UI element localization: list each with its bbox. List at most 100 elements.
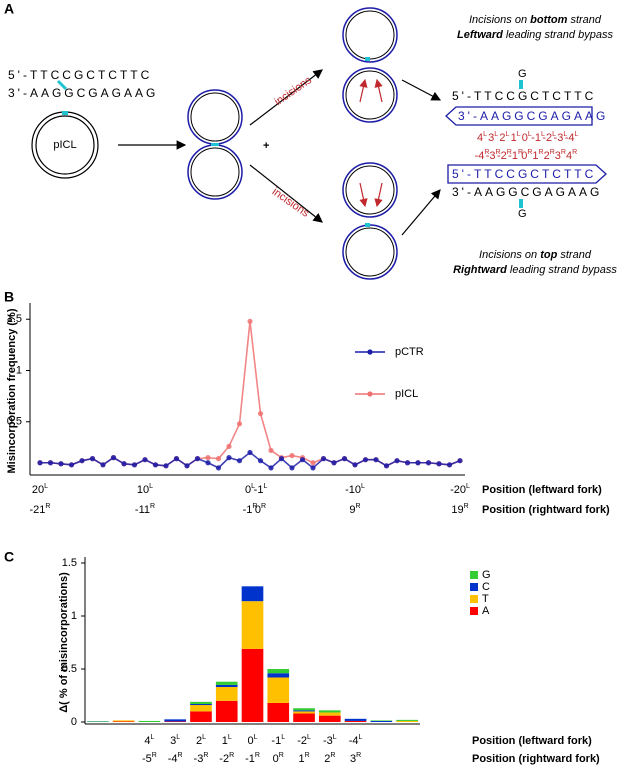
bar-segment	[215, 687, 238, 701]
y-tick-label: 1	[71, 610, 77, 622]
position-label: 2L	[499, 131, 509, 144]
position-label: 1L	[511, 131, 521, 144]
x-tick-label: 20L	[32, 483, 48, 496]
bar-segment	[190, 701, 212, 704]
diagram: 5'-TTCCGCTCTTC 3'-AAGGCGAGAAG pICL + inc…	[8, 7, 617, 280]
plasmid	[190, 92, 240, 142]
label-main: 2	[544, 150, 550, 162]
label-sup: L	[333, 734, 337, 741]
label-sup: R	[229, 752, 234, 759]
label-sup: L	[251, 483, 255, 490]
caption-part: bottom	[530, 14, 567, 26]
position-label: 1R	[532, 149, 543, 162]
incisions-label: incisions	[270, 186, 312, 220]
legend-label: G	[482, 569, 491, 581]
label-main: 2	[499, 132, 505, 144]
arrow	[249, 69, 323, 126]
x2-tick-label: -5R	[142, 752, 157, 765]
point	[226, 455, 232, 461]
point	[236, 421, 243, 427]
label-sup: R	[178, 752, 183, 759]
bar-segment	[396, 720, 418, 722]
label-sup: R	[330, 752, 335, 759]
position-label: -4L	[565, 131, 579, 144]
point	[110, 455, 117, 461]
incision-arrow	[374, 182, 383, 208]
x-tick-label: 0L	[247, 734, 257, 747]
incision-arrow	[359, 78, 368, 103]
legend-label: pCTR	[395, 346, 424, 358]
caption: Leftward leading strand bypass	[457, 29, 613, 41]
point	[320, 456, 327, 462]
point	[100, 462, 106, 468]
bar-segment	[293, 708, 315, 711]
bar-segment	[215, 700, 238, 722]
label-sup: R	[203, 752, 208, 759]
label-main: -4	[565, 132, 575, 144]
leading-strand	[447, 164, 607, 184]
point	[58, 461, 64, 467]
bar-segment	[164, 721, 187, 722]
point	[289, 452, 295, 459]
label-main: -2	[219, 753, 229, 765]
point	[310, 460, 316, 466]
caption-part: Incisions on	[479, 249, 540, 261]
label-sup: R	[464, 503, 469, 510]
point	[173, 456, 180, 462]
crosslink	[365, 223, 370, 227]
label-main: -11	[135, 504, 150, 516]
strand: 3'-AAGGCGAGAAG	[452, 185, 602, 199]
point	[152, 462, 159, 468]
label-main: -1	[245, 753, 255, 765]
label-sup: L	[254, 734, 258, 741]
bar-segment	[370, 720, 393, 722]
bar-segment	[112, 721, 135, 722]
plasmid	[35, 115, 95, 175]
point	[247, 449, 253, 456]
label-main: 3	[170, 735, 176, 747]
label-sup: R	[150, 503, 155, 510]
label-sup: R	[255, 752, 260, 759]
point	[215, 456, 222, 462]
label-sup: L	[552, 131, 556, 138]
point	[278, 456, 285, 462]
x-tick-label: -10L	[345, 483, 365, 496]
legend-label: A	[482, 605, 490, 617]
point	[299, 457, 306, 463]
label-main: -4	[168, 753, 178, 765]
x2-axis-title: Position (rightward fork)	[472, 753, 600, 765]
label-main: -1	[243, 504, 253, 516]
bar-segment	[344, 718, 367, 721]
position-label: -3R	[486, 149, 501, 162]
plasmid	[342, 224, 398, 280]
point	[446, 462, 453, 468]
label-main: 3	[350, 753, 356, 765]
label-sup: L	[494, 131, 498, 138]
label-main: 1	[222, 735, 228, 747]
label-main: 3	[555, 150, 561, 162]
x-tick-label: -1L	[254, 483, 268, 496]
label-main: 4	[566, 150, 572, 162]
strand: 3'-AAGGCGAGAAG	[458, 109, 608, 123]
bar-segment	[164, 719, 187, 722]
point	[436, 461, 442, 467]
label-main: -3	[554, 132, 564, 144]
label-sup: L	[307, 734, 311, 741]
label-sup: L	[483, 131, 487, 138]
bottom-strand: 3'-AAGGCGAGAAG	[8, 86, 158, 100]
x2-tick-label: 0R	[255, 503, 266, 516]
point	[394, 458, 400, 464]
panel-label: C	[4, 549, 14, 565]
label-main: 0	[255, 504, 261, 516]
leading-strand	[445, 106, 593, 126]
bar-segment	[87, 721, 109, 722]
x2-tick-label: 1R	[298, 752, 309, 765]
panel-label: B	[4, 289, 14, 305]
bar-segment	[293, 713, 315, 722]
point	[425, 460, 432, 466]
x-tick-label: 2L	[196, 734, 206, 747]
label-sup: R	[518, 149, 523, 156]
incisions-label: incisions	[272, 74, 314, 108]
legend-label: T	[482, 593, 489, 605]
